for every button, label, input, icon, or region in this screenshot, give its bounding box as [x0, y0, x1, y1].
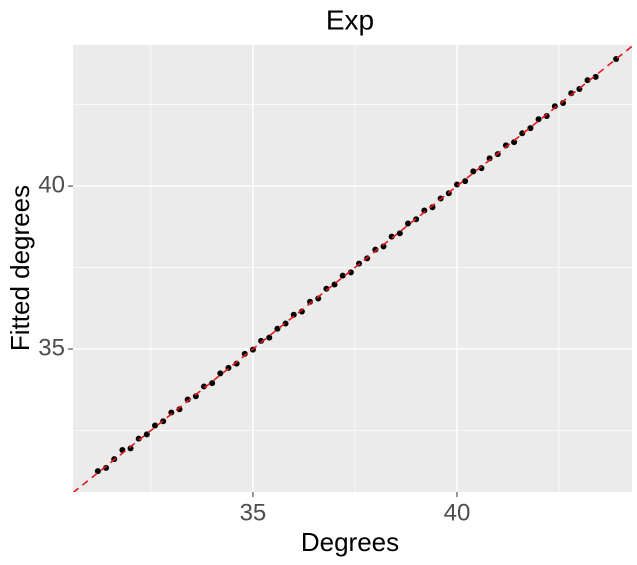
point — [241, 350, 248, 357]
point — [135, 435, 142, 442]
point — [233, 360, 240, 367]
x-tick-label: 35 — [240, 499, 267, 526]
point — [209, 380, 216, 387]
chart-title: Exp — [326, 4, 374, 35]
point — [274, 325, 281, 332]
point — [282, 320, 289, 327]
point — [192, 393, 199, 400]
point — [347, 269, 354, 276]
point — [380, 243, 387, 250]
point — [103, 464, 110, 471]
point — [560, 99, 567, 106]
point — [584, 77, 591, 84]
point — [396, 230, 403, 237]
point — [184, 396, 191, 403]
point — [176, 406, 183, 413]
point — [168, 409, 175, 416]
point — [592, 73, 599, 80]
point — [372, 246, 379, 253]
point — [217, 370, 224, 377]
point — [290, 311, 297, 318]
point — [478, 165, 485, 172]
point — [388, 233, 395, 240]
point — [152, 422, 159, 429]
point — [200, 383, 207, 390]
point — [421, 207, 428, 214]
point — [258, 337, 265, 344]
point — [486, 155, 493, 162]
point — [266, 334, 273, 341]
point — [511, 139, 518, 146]
point — [323, 285, 330, 292]
y-tick-label: 40 — [38, 171, 65, 198]
point — [470, 168, 477, 175]
point — [307, 298, 314, 305]
x-tick-label: 40 — [444, 499, 471, 526]
point — [429, 204, 436, 211]
x-axis-label: Degrees — [301, 527, 399, 557]
point — [94, 468, 101, 475]
point — [404, 220, 411, 227]
y-tick-label: 35 — [38, 334, 65, 361]
point — [339, 272, 346, 279]
point — [535, 116, 542, 123]
point — [527, 125, 534, 132]
point — [543, 113, 550, 120]
point — [502, 142, 509, 149]
point — [453, 181, 460, 188]
point — [519, 130, 526, 137]
point — [462, 178, 469, 185]
point — [298, 308, 305, 315]
point — [568, 90, 575, 97]
point — [127, 445, 134, 452]
point — [551, 103, 558, 110]
y-axis-label: Fitted degrees — [5, 185, 35, 351]
point — [315, 295, 322, 302]
